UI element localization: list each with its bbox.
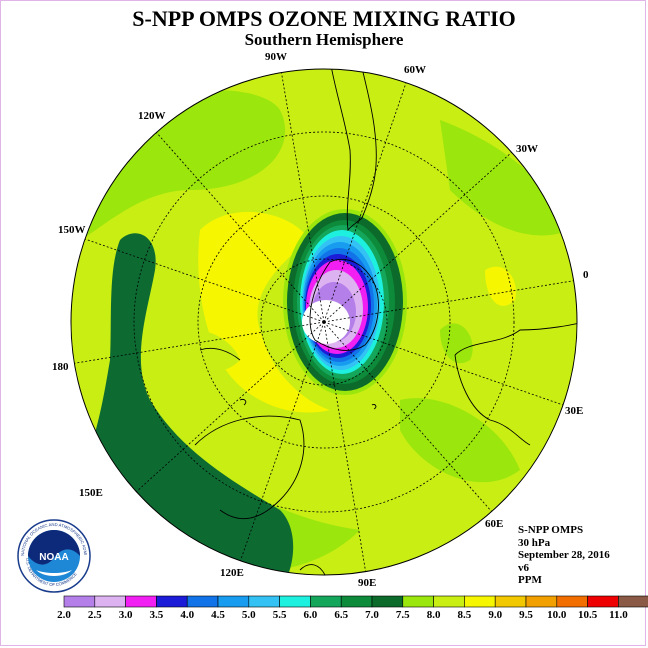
lon-label-90w: 90W xyxy=(265,51,287,63)
lon-label-180: 180 xyxy=(52,361,69,373)
south-pole-marker xyxy=(322,320,326,324)
info-units: PPM xyxy=(518,574,542,586)
lon-label-150w: 150W xyxy=(58,224,86,236)
info-version: v6 xyxy=(518,561,529,574)
page-title: S-NPP OMPS OZONE MIXING RATIO xyxy=(132,6,516,31)
lon-label-120w: 120W xyxy=(138,110,166,122)
info-block: S-NPP OMPS 30 hPa September 28, 2016 v6 … xyxy=(518,524,610,587)
ozone-field xyxy=(71,69,577,575)
map-boundary xyxy=(70,68,578,576)
lon-label-90e: 90E xyxy=(358,577,376,589)
lon-label-60e: 60E xyxy=(485,518,503,530)
info-level: 30 hPa xyxy=(518,536,551,549)
lon-label-30e: 30E xyxy=(565,405,583,417)
lon-label-0: 0 xyxy=(583,269,589,281)
lon-label-60w: 60W xyxy=(404,64,426,76)
info-date: September 28, 2016 xyxy=(518,549,610,561)
lon-label-120e: 120E xyxy=(220,567,244,579)
noaa-logo: NOAA NATIONAL OCEANIC AND ATMOSPHERIC AD… xyxy=(16,518,91,593)
lon-label-30w: 30W xyxy=(516,143,538,155)
page-subtitle: Southern Hemisphere xyxy=(244,30,404,49)
info-product: S-NPP OMPS xyxy=(518,524,584,536)
logo-text: NOAA xyxy=(39,552,68,563)
lon-label-150e: 150E xyxy=(79,487,103,499)
